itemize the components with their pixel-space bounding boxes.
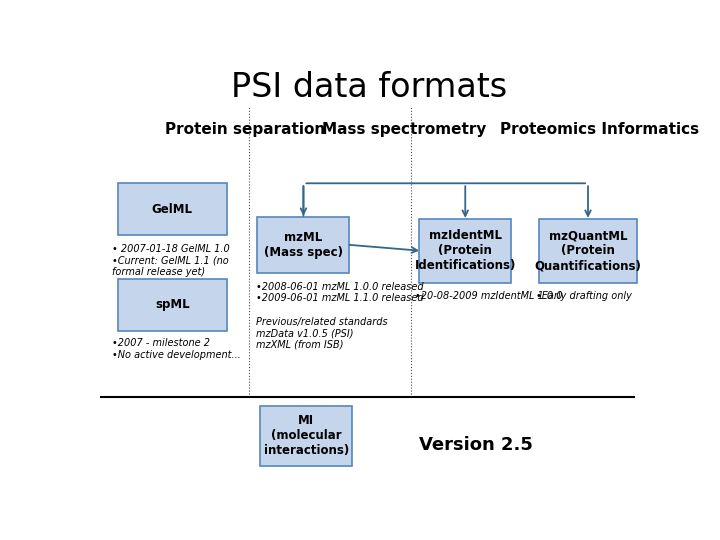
Text: Version 2.5: Version 2.5 (419, 436, 533, 454)
Text: Proteomics Informatics: Proteomics Informatics (500, 122, 699, 137)
Text: • 2007-01-18 GelML 1.0
•Current: GelML 1.1 (no
formal release yet): • 2007-01-18 GelML 1.0 •Current: GelML 1… (112, 244, 230, 277)
FancyBboxPatch shape (260, 406, 352, 466)
Text: PSI data formats: PSI data formats (231, 71, 507, 104)
FancyBboxPatch shape (419, 219, 511, 283)
Text: Mass spectrometry: Mass spectrometry (322, 122, 486, 137)
Text: spML: spML (155, 299, 189, 312)
Text: •2007 - milestone 2
•No active development...: •2007 - milestone 2 •No active developme… (112, 339, 241, 360)
Text: mzIdentML
(Protein
Identifications): mzIdentML (Protein Identifications) (415, 230, 516, 272)
Text: mzQuantML
(Protein
Quantifications): mzQuantML (Protein Quantifications) (534, 230, 642, 272)
Text: •Early drafting only: •Early drafting only (536, 292, 632, 301)
FancyBboxPatch shape (258, 217, 349, 273)
Text: MI
(molecular
interactions): MI (molecular interactions) (264, 414, 349, 457)
Text: •20-08-2009 mzIdentML 1.0.0: •20-08-2009 mzIdentML 1.0.0 (415, 292, 563, 301)
Text: mzML
(Mass spec): mzML (Mass spec) (264, 231, 343, 259)
FancyBboxPatch shape (118, 279, 227, 331)
FancyBboxPatch shape (118, 183, 227, 235)
Text: •2008-06-01 mzML 1.0.0 released
•2009-06-01 mzML 1.1.0 released

Previous/relate: •2008-06-01 mzML 1.0.0 released •2009-06… (256, 282, 424, 350)
Text: Protein separation: Protein separation (166, 122, 325, 137)
FancyBboxPatch shape (539, 219, 637, 283)
Text: GelML: GelML (152, 203, 193, 216)
